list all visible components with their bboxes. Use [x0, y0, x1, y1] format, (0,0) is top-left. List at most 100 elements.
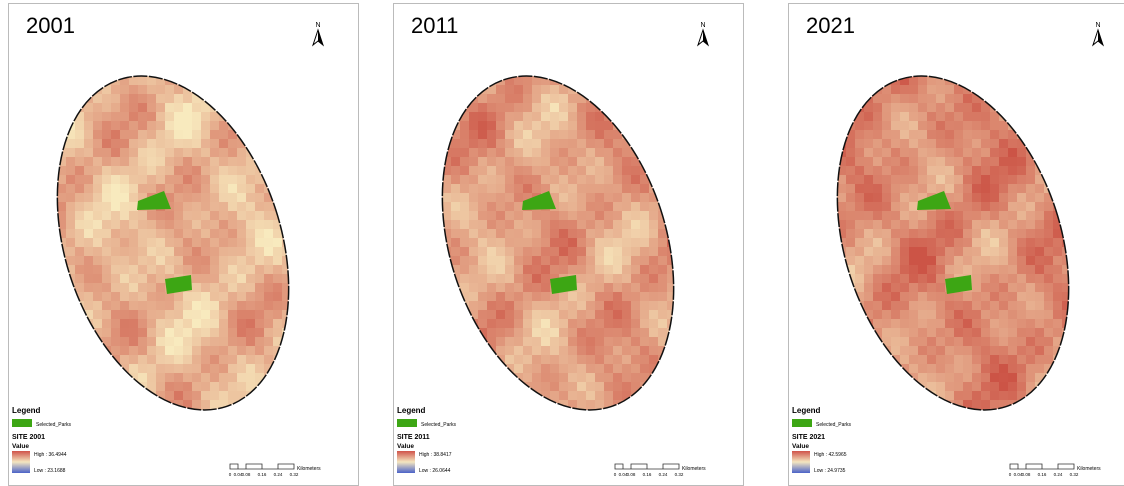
- heat-cell: [156, 211, 166, 221]
- heat-cell: [595, 256, 605, 266]
- heat-cell: [523, 103, 533, 113]
- heat-cell: [631, 310, 641, 320]
- heat-cell: [972, 229, 982, 239]
- heat-cell: [909, 211, 919, 221]
- heat-cell: [505, 292, 515, 302]
- heat-cell: [1044, 346, 1054, 356]
- heat-cell: [156, 364, 166, 374]
- heat-cell: [183, 355, 193, 365]
- heat-cell: [613, 355, 623, 365]
- heat-cell: [147, 148, 157, 158]
- heat-cell: [478, 175, 488, 185]
- heat-cell: [75, 184, 85, 194]
- heat-cell: [120, 139, 130, 149]
- heat-cell: [541, 301, 551, 311]
- heat-cell: [541, 292, 551, 302]
- heat-cell: [622, 256, 632, 266]
- heat-cell: [156, 175, 166, 185]
- heat-cell: [487, 202, 497, 212]
- heat-cell: [891, 139, 901, 149]
- heat-cell: [1017, 265, 1027, 275]
- heat-cell: [541, 148, 551, 158]
- heat-cell: [129, 346, 139, 356]
- heat-cell: [577, 364, 587, 374]
- heat-cell: [183, 130, 193, 140]
- heat-cell: [972, 121, 982, 131]
- heat-cell: [1008, 328, 1018, 338]
- heat-cell: [550, 391, 560, 401]
- heat-cell: [963, 175, 973, 185]
- heat-cell: [568, 310, 578, 320]
- heat-cell: [891, 292, 901, 302]
- heat-cell: [532, 121, 542, 131]
- heat-cell: [586, 166, 596, 176]
- heat-cell: [873, 175, 883, 185]
- heat-cell: [487, 193, 497, 203]
- heat-cell: [1035, 184, 1045, 194]
- heat-cell: [469, 175, 479, 185]
- heat-cell: [622, 328, 632, 338]
- heat-cell: [138, 256, 148, 266]
- heat-cell: [111, 94, 121, 104]
- heat-cell: [228, 373, 238, 383]
- heat-cell: [1008, 355, 1018, 365]
- heat-cell: [981, 157, 991, 167]
- heat-cell: [165, 328, 175, 338]
- heat-cell: [505, 328, 515, 338]
- heat-cell: [219, 238, 229, 248]
- heat-cell: [523, 364, 533, 374]
- heat-cell: [945, 247, 955, 257]
- heat-cell: [586, 328, 596, 338]
- heat-cell: [873, 121, 883, 131]
- heat-cell: [541, 166, 551, 176]
- heat-cell: [514, 121, 524, 131]
- heat-cell: [210, 292, 220, 302]
- heat-cell: [846, 166, 856, 176]
- heat-cell: [228, 337, 238, 347]
- heat-cell: [559, 112, 569, 122]
- heat-cell: [613, 247, 623, 257]
- heat-cell: [1026, 283, 1036, 293]
- heat-cell: [595, 337, 605, 347]
- heat-cell: [219, 121, 229, 131]
- heat-cell: [156, 148, 166, 158]
- heat-cell: [93, 157, 103, 167]
- heat-cell: [577, 175, 587, 185]
- heat-cell: [523, 247, 533, 257]
- heat-cell: [460, 121, 470, 131]
- heat-cell: [981, 274, 991, 284]
- heat-cell: [945, 157, 955, 167]
- heat-cell: [873, 301, 883, 311]
- heat-cell: [963, 364, 973, 374]
- heat-cell: [102, 328, 112, 338]
- heat-cell: [156, 220, 166, 230]
- heat-cell: [945, 220, 955, 230]
- heat-cell: [460, 175, 470, 185]
- heat-cell: [577, 382, 587, 392]
- heat-cell: [954, 139, 964, 149]
- heat-cell: [999, 319, 1009, 329]
- heat-cell: [192, 193, 202, 203]
- scale-unit: Kilometers: [682, 466, 706, 472]
- heat-cell: [649, 229, 659, 239]
- heat-cell: [129, 274, 139, 284]
- heat-cell: [586, 211, 596, 221]
- heat-cell: [891, 256, 901, 266]
- heat-cell: [201, 292, 211, 302]
- heat-cell: [496, 130, 506, 140]
- heat-cell: [981, 229, 991, 239]
- heat-cell: [927, 364, 937, 374]
- heat-cell: [147, 139, 157, 149]
- heat-cell: [900, 310, 910, 320]
- heat-cell: [927, 265, 937, 275]
- heat-cell: [201, 382, 211, 392]
- heat-cell: [900, 247, 910, 257]
- heat-cell: [981, 265, 991, 275]
- heat-cell: [954, 382, 964, 392]
- heat-cell: [120, 337, 130, 347]
- heat-cell: [613, 391, 623, 401]
- heat-cell: [487, 121, 497, 131]
- heat-cell: [981, 283, 991, 293]
- heat-cell: [460, 157, 470, 167]
- heat-cell: [577, 391, 587, 401]
